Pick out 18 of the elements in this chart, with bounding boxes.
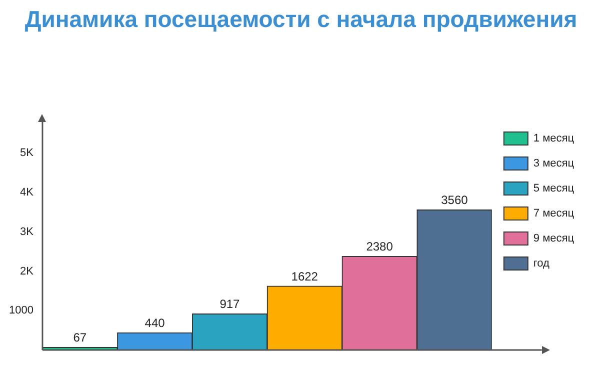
y-tick-label: 1000	[8, 304, 34, 317]
y-tick-label: 2K	[20, 265, 34, 278]
legend-label: год	[533, 258, 550, 270]
chart-title: Динамика посещаемости с начала продвижения	[24, 6, 578, 33]
y-tick-label: 5K	[20, 147, 34, 160]
data-label: 1622	[291, 269, 318, 284]
legend-label: 7 месяц	[533, 208, 575, 220]
data-label: 3560	[441, 193, 468, 208]
y-tick-label: 3K	[20, 226, 34, 238]
data-label: 2380	[366, 240, 394, 254]
legend-label: 9 месяц	[533, 232, 575, 245]
data-label: 440	[144, 316, 166, 330]
legend-label: 1 месяц	[533, 132, 575, 145]
y-tick-label: 4K	[20, 186, 34, 199]
data-label: 917	[220, 297, 240, 312]
legend-label: 5 месяц	[533, 182, 575, 195]
legend-label: 3 месяц	[533, 158, 575, 170]
data-label: 67	[73, 330, 87, 345]
